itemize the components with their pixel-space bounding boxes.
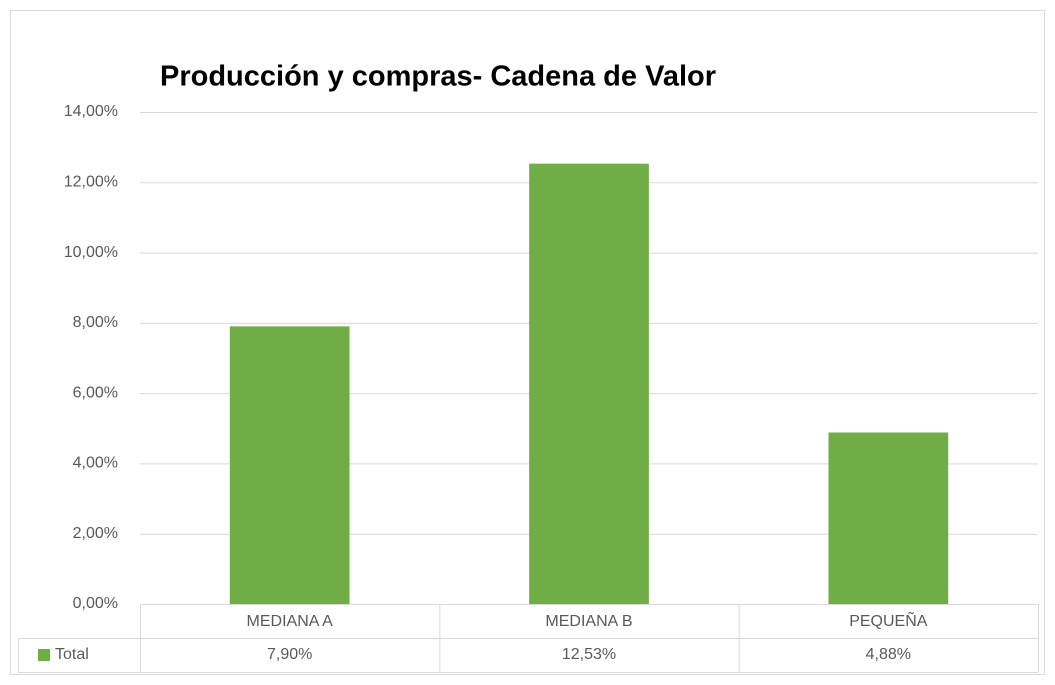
data-table-value: 4,88% xyxy=(866,646,911,663)
y-tick-label: 10,00% xyxy=(64,244,118,261)
bar xyxy=(529,163,649,604)
y-tick-label: 0,00% xyxy=(73,595,118,612)
x-tick-label: PEQUEÑA xyxy=(849,610,928,630)
y-tick-label: 14,00% xyxy=(64,103,118,120)
x-tick-label: MEDIANA A xyxy=(247,613,334,630)
data-table-value: 12,53% xyxy=(562,646,616,663)
x-tick-label: MEDIANA B xyxy=(545,613,632,630)
chart-title: Producción y compras- Cadena de Valor xyxy=(160,61,716,93)
y-tick-label: 8,00% xyxy=(73,314,118,331)
y-tick-label: 4,00% xyxy=(73,455,118,472)
bar xyxy=(828,432,949,604)
y-tick-label: 6,00% xyxy=(73,384,118,401)
y-tick-label: 2,00% xyxy=(73,525,118,542)
legend-swatch xyxy=(38,649,50,661)
bar xyxy=(229,326,350,604)
data-table-value: 7,90% xyxy=(267,646,312,663)
y-tick-label: 12,00% xyxy=(64,174,118,191)
legend-label: Total xyxy=(55,646,89,663)
